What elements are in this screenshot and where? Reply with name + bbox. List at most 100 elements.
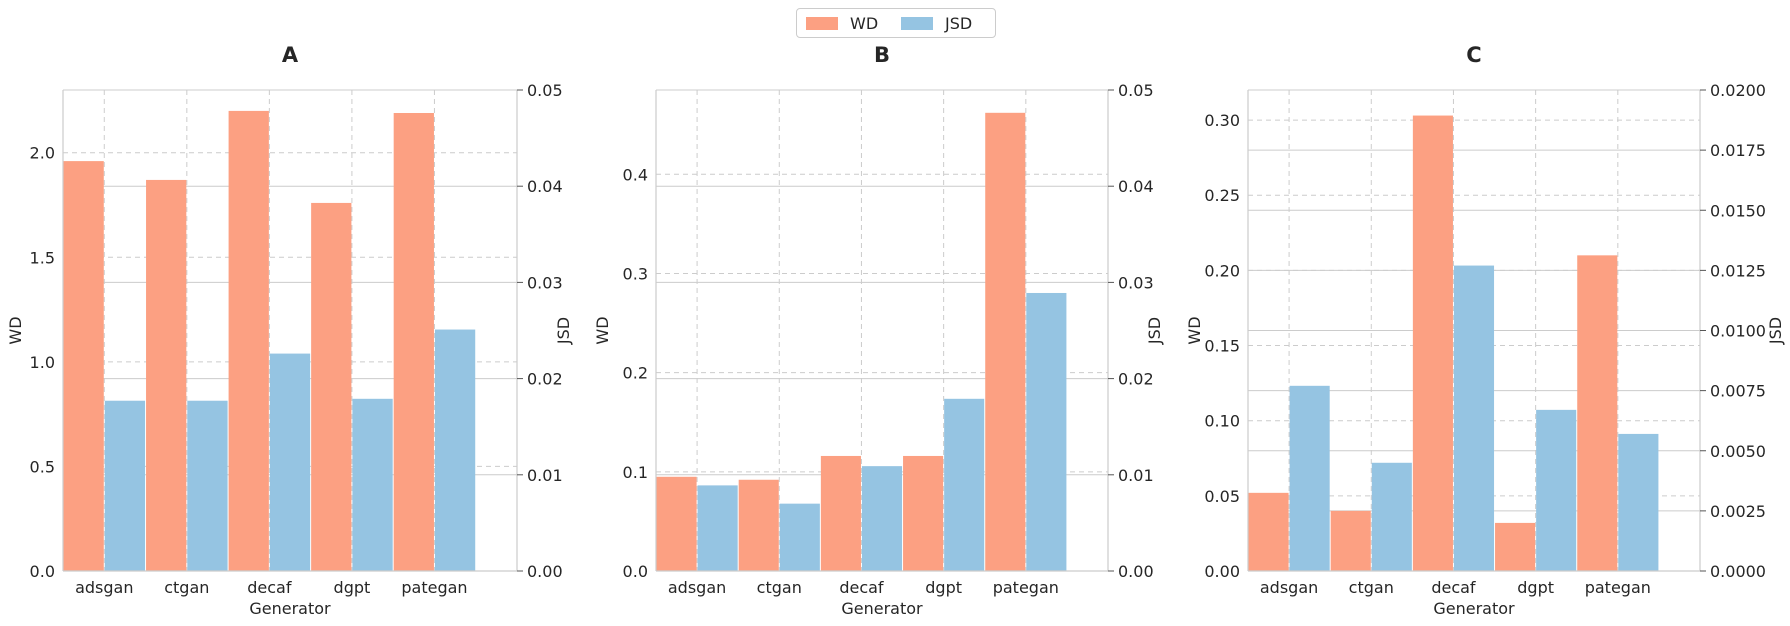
bar-jsd-adsgan [1289,385,1330,571]
y-tick-label-left: 0.30 [1204,111,1240,130]
y-tick-label-left: 0.05 [1204,487,1240,506]
bar-wd-dgpt [903,455,944,571]
legend-swatch-jsd [901,16,933,30]
x-tick-label: pategan [401,578,467,597]
y-tick-label-right: 0.0050 [1710,442,1766,461]
chart-title: C [1466,43,1481,67]
y-tick-label-left: 0.5 [30,457,55,476]
y-tick-label-right: 0.0175 [1710,141,1766,160]
y-tick-label-right: 0.0200 [1710,81,1766,100]
bar-wd-decaf [228,110,269,572]
y-tick-label-left: 0.00 [1204,562,1240,581]
bar-jsd-ctgan [1371,462,1412,571]
y-tick-label-left: 1.5 [30,248,55,267]
bar-jsd-adsgan [104,400,146,571]
bar-jsd-dgpt [1536,409,1577,571]
y-tick-label-right: 0.02 [527,370,563,389]
bar-wd-adsgan [1248,492,1289,571]
chart-title: B [874,43,890,67]
x-tick-label: pategan [993,578,1059,597]
y-axis-label-right: JSD [1766,317,1785,345]
y-tick-label-right: 0.03 [527,273,563,292]
y-tick-label-left: 0.3 [623,264,648,283]
y-tick-label-left: 0.25 [1204,186,1240,205]
x-axis-label: Generator [249,599,331,618]
y-tick-label-left: 0.1 [623,463,648,482]
chart-panel-a: 0.0 0.5 1.0 1.5 2.0 0.00 0.01 0.02 0.03 0.04 0.05 a… [6,43,573,618]
y-tick-label-left: 0.0 [30,562,55,581]
bar-wd-adsgan [63,161,104,571]
bar-jsd-pategan [1618,433,1659,571]
legend-item-wd: WD [806,13,879,33]
legend-swatch-wd [806,16,838,30]
bar-wd-ctgan [146,179,187,571]
y-tick-label-right: 0.04 [1118,177,1154,196]
y-tick-label-right: 0.0025 [1710,502,1766,521]
bar-jsd-decaf [861,466,903,571]
bar-jsd-adsgan [697,485,738,571]
y-axis-label-left: WD [1185,316,1204,344]
y-tick-label-right: 0.01 [1118,466,1154,485]
y-tick-label-left: 0.10 [1204,412,1240,431]
bar-wd-decaf [820,455,861,571]
x-tick-label: decaf [1431,578,1476,597]
y-tick-label-right: 0.0150 [1710,201,1766,220]
bar-wd-ctgan [738,479,779,571]
y-axis-label-right: JSD [554,317,573,345]
bar-wd-dgpt [311,202,352,572]
y-tick-label-right: 0.0000 [1710,562,1766,581]
bar-wd-decaf [1412,115,1453,571]
x-tick-label: adsgan [668,578,726,597]
x-tick-label: ctgan [1349,578,1394,597]
y-tick-label-right: 0.03 [1118,273,1154,292]
bar-wd-dgpt [1495,522,1536,571]
y-tick-label-right: 0.02 [1118,370,1154,389]
bar-wd-pategan [985,112,1026,572]
x-tick-label: ctgan [757,578,802,597]
bar-wd-pategan [393,113,434,572]
y-tick-label-right: 0.04 [527,177,563,196]
legend-label-wd: WD [850,13,879,33]
chart-title: A [282,43,299,67]
bar-jsd-decaf [1453,265,1495,571]
y-tick-label-right: 0.00 [1118,562,1154,581]
x-axis-label: Generator [841,599,923,618]
y-axis-label-right: JSD [1145,317,1164,345]
bar-jsd-pategan [434,329,476,571]
y-tick-label-right: 0.05 [527,81,563,100]
legend-label-jsd: JSD [945,13,973,33]
y-tick-label-left: 0.2 [623,364,648,383]
bar-jsd-decaf [269,353,311,571]
x-tick-label: adsgan [1260,578,1318,597]
y-tick-label-right: 0.00 [527,562,563,581]
bar-jsd-dgpt [944,398,985,571]
y-tick-label-left: 0.4 [623,165,648,184]
x-tick-label: adsgan [75,578,133,597]
x-axis-label: Generator [1433,599,1515,618]
y-tick-label-right: 0.05 [1118,81,1154,100]
y-tick-label-left: 0.20 [1204,261,1240,280]
y-tick-label-left: 0.0 [623,562,648,581]
y-tick-label-right: 0.01 [527,466,563,485]
y-tick-label-right: 0.0125 [1710,261,1766,280]
x-tick-label: ctgan [164,578,209,597]
y-tick-label-right: 0.0100 [1710,322,1766,341]
bar-jsd-pategan [1026,292,1067,571]
y-tick-label-left: 0.15 [1204,337,1240,356]
y-tick-label-left: 2.0 [30,144,55,163]
x-tick-label: dgpt [1517,578,1554,597]
bar-wd-adsgan [656,476,697,571]
bar-jsd-ctgan [187,400,228,571]
legend: WD JSD [796,8,996,38]
y-axis-label-left: WD [593,316,612,344]
x-tick-label: decaf [839,578,884,597]
x-tick-label: dgpt [925,578,962,597]
bar-jsd-ctgan [779,503,820,571]
bar-wd-ctgan [1330,510,1371,571]
legend-item-jsd: JSD [901,13,973,33]
bar-wd-pategan [1577,255,1618,571]
y-tick-label-right: 0.0075 [1710,382,1766,401]
y-tick-label-left: 1.0 [30,353,55,372]
x-tick-label: pategan [1585,578,1651,597]
